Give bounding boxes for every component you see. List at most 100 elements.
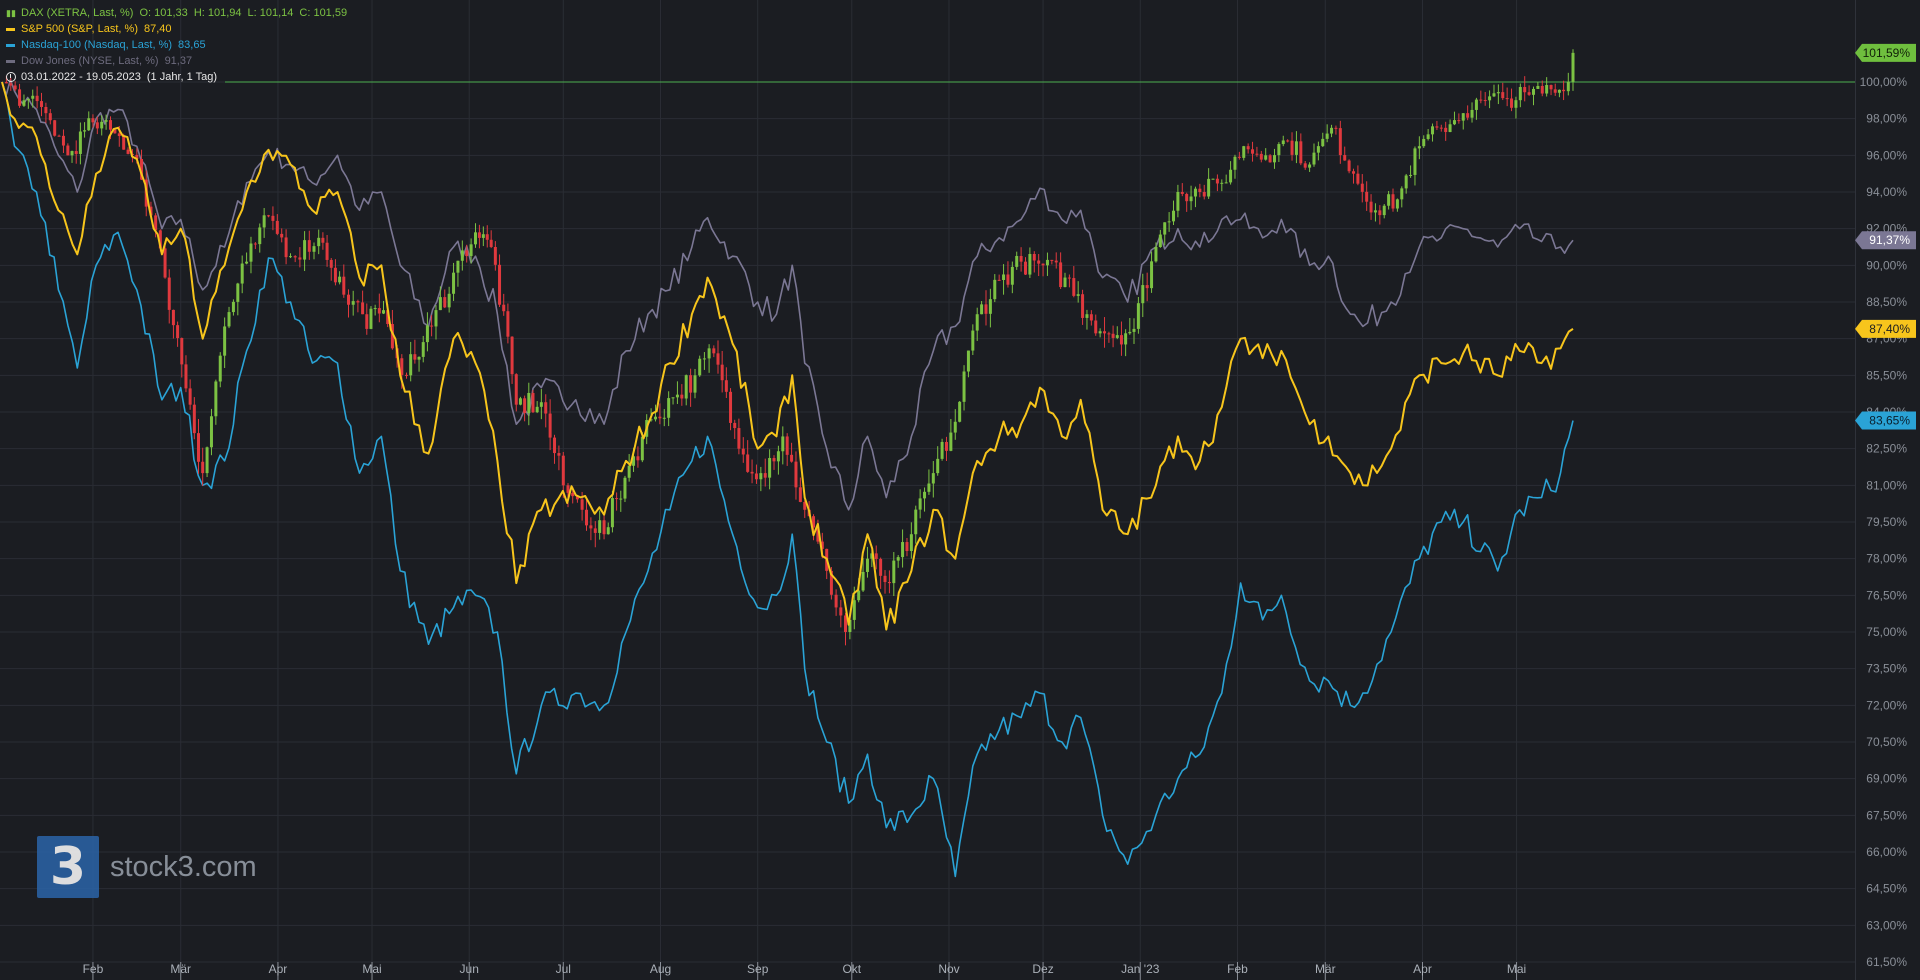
dax-candle-body	[781, 436, 785, 452]
legend-dax-open: O: 101,33	[139, 7, 188, 19]
dax-candle-body	[113, 129, 117, 134]
dow-last-value-badge: 91,37%	[1855, 231, 1916, 250]
dax-candle-body	[405, 374, 409, 376]
dax-candle-body	[1259, 153, 1263, 160]
dax-candle-body	[158, 230, 162, 249]
sp500-line	[1, 81, 1574, 631]
dax-candle-body	[481, 234, 485, 238]
y-axis-panel[interactable]	[1855, 0, 1920, 980]
dax-candle-body	[382, 310, 386, 314]
dax-candle-body	[1281, 140, 1285, 145]
dax-candle-body	[1028, 254, 1032, 275]
dax-candle-body	[280, 233, 284, 238]
dax-candle-body	[447, 293, 451, 308]
y-tick-label: 63,00%	[1866, 918, 1907, 932]
dax-candle-body	[1514, 100, 1518, 108]
dax-candle-body	[117, 133, 121, 137]
dax-candle-body	[365, 314, 369, 329]
dax-candle-body	[26, 98, 30, 101]
legend-dax-low: L: 101,14	[247, 7, 294, 19]
x-tick-label: Aug	[650, 962, 671, 976]
dax-candle-body	[772, 458, 776, 462]
dax-candle-body	[1124, 333, 1128, 345]
dax-candle-body	[1251, 149, 1255, 154]
dax-candle-body	[1015, 255, 1019, 267]
nasdaq-swatch-icon	[6, 43, 15, 47]
legend-range[interactable]: 03.01.2022 - 19.05.2023 (1 Jahr, 1 Tag)	[6, 69, 347, 85]
badge-label: 87,40%	[1869, 322, 1910, 336]
dax-candle-body	[1334, 127, 1338, 129]
dax-candle-body	[275, 220, 279, 234]
dax-candle-body	[684, 375, 688, 399]
dax-candle-body	[498, 264, 502, 305]
dax-candle-body	[1426, 134, 1430, 139]
dax-candle-body	[1571, 52, 1575, 82]
dax-candle-body	[87, 118, 91, 131]
dax-candle-body	[1557, 89, 1561, 93]
legend-nasdaq[interactable]: Nasdaq-100 (Nasdaq, Last, %) 83,65	[6, 37, 347, 53]
dax-candle-body	[1483, 100, 1487, 102]
dax-candle-body	[78, 131, 82, 154]
dax-candle-body	[944, 441, 948, 451]
dax-candle-body	[1338, 128, 1342, 156]
dax-candle-body	[523, 398, 527, 413]
dax-candle-body	[1167, 221, 1171, 223]
dax-candle-body	[949, 432, 953, 451]
dax-candle-body	[812, 516, 816, 528]
dax-candle-body	[1150, 261, 1154, 289]
dax-candle-body	[1145, 285, 1149, 289]
dax-candle-body	[816, 527, 820, 542]
dax-candle-body	[602, 520, 606, 535]
dax-candle-body	[236, 283, 240, 302]
dax-candle-body	[201, 461, 205, 474]
dax-candle-body	[575, 496, 579, 500]
dax-candle-body	[22, 100, 26, 106]
dax-candle-body	[997, 279, 1001, 281]
dax-candle-body	[598, 520, 602, 533]
dax-candle-body	[803, 501, 807, 510]
dax-candle-body	[386, 310, 390, 324]
badge-shape	[1855, 411, 1916, 430]
dow-line	[1, 78, 1574, 511]
dax-candle-body	[1063, 277, 1067, 288]
legend-dow[interactable]: Dow Jones (NYSE, Last, %) 91,37	[6, 53, 347, 69]
dax-candle-body	[1343, 155, 1347, 161]
y-tick-label: 98,00%	[1866, 112, 1907, 126]
legend-range-dates: 03.01.2022 - 19.05.2023	[21, 71, 141, 83]
dax-candle-body	[1037, 260, 1041, 264]
dax-candle-body	[1059, 262, 1063, 288]
dax-candle-body	[31, 95, 35, 99]
dax-candle-body	[333, 267, 337, 283]
dax-candle-body	[1422, 138, 1426, 147]
dax-candle-body	[1255, 153, 1259, 155]
dax-candle-body	[469, 244, 473, 257]
legend-dax[interactable]: ▮▮ DAX (XETRA, Last, %) O: 101,33 H: 101…	[6, 5, 347, 21]
dax-candle-body	[57, 135, 61, 137]
dax-candle-body	[485, 234, 489, 240]
dax-candle-body	[1128, 331, 1132, 334]
badge-shape	[1855, 231, 1916, 250]
dax-candle-body	[1233, 156, 1237, 170]
dow-swatch-icon	[6, 59, 15, 63]
dax-candle-body	[1094, 320, 1098, 334]
legend-sp500[interactable]: S&P 500 (S&P, Last, %) 87,40	[6, 21, 347, 37]
dax-candle-body	[1185, 193, 1189, 202]
x-tick-label: Feb	[83, 962, 104, 976]
dax-candle-body	[1378, 210, 1382, 216]
dax-candle-body	[531, 392, 535, 413]
dax-candle-body	[1229, 169, 1233, 183]
y-tick-label: 88,50%	[1866, 295, 1907, 309]
dax-candle-body	[40, 101, 44, 107]
dax-candle-body	[369, 308, 373, 329]
dax-candle-body	[44, 106, 48, 114]
dax-candle-body	[746, 454, 750, 472]
dax-candle-body	[798, 487, 802, 502]
dax-candle-body	[1010, 266, 1014, 285]
dax-candle-body	[489, 239, 493, 247]
dax-candle-body	[293, 256, 297, 258]
dax-candle-body	[914, 509, 918, 535]
dax-candle-body	[839, 607, 843, 616]
dax-candle-body	[1404, 175, 1408, 189]
dax-candle-body	[1347, 160, 1351, 172]
